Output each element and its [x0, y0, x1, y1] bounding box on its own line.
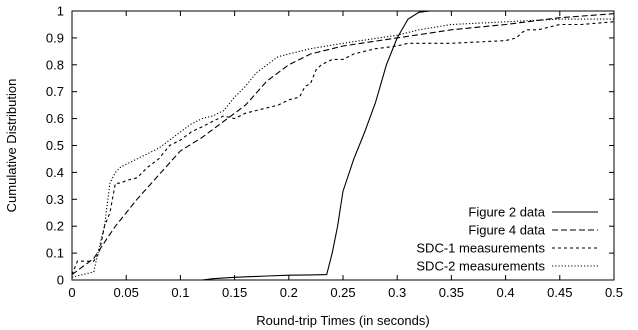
y-tick-label: 0.9 — [46, 30, 64, 45]
series-line-4 — [71, 18, 614, 278]
axis-ticks: 0 0.05 0.1 0.15 0.2 0.25 0.3 0.35 0.4 0.45 0.5 0 0.1… — [46, 4, 623, 301]
y-axis-title: Cumulative Distribution — [4, 79, 19, 213]
y-tick-label: 0.5 — [46, 138, 64, 153]
x-tick-label: 0.5 — [605, 285, 623, 300]
legend-label: Figure 2 data — [468, 205, 545, 220]
x-axis-title: Round-trip Times (in seconds) — [256, 313, 429, 328]
x-tick-label: 0.3 — [388, 285, 406, 300]
legend: Figure 2 data Figure 4 data SDC-1 measurem… — [416, 205, 598, 274]
legend-label: SDC-1 measurements — [416, 241, 545, 256]
series-line-2 — [71, 13, 615, 276]
y-tick-label: 0.6 — [46, 111, 64, 126]
x-tick-label: 0.05 — [114, 285, 139, 300]
x-tick-label: 0.35 — [439, 285, 464, 300]
x-tick-label: 0.4 — [497, 285, 515, 300]
x-tick-label: 0.2 — [280, 285, 298, 300]
legend-label: Figure 4 data — [468, 223, 545, 238]
y-tick-label: 0.8 — [46, 57, 64, 72]
x-tick-label: 0 — [68, 285, 75, 300]
y-tick-label: 0 — [57, 273, 64, 288]
y-tick-label: 0.4 — [46, 165, 64, 180]
y-tick-label: 1 — [57, 4, 64, 19]
y-tick-label: 0.1 — [46, 246, 64, 261]
series-line-3 — [71, 21, 615, 275]
x-tick-label: 0.1 — [171, 285, 189, 300]
y-tick-label: 0.7 — [46, 84, 64, 99]
x-tick-label: 0.15 — [222, 285, 247, 300]
x-tick-label: 0.25 — [330, 285, 355, 300]
x-tick-label: 0.45 — [547, 285, 572, 300]
y-tick-label: 0.2 — [46, 219, 64, 234]
y-tick-label: 0.3 — [46, 192, 64, 207]
legend-label: SDC-2 measurements — [416, 259, 545, 274]
series-line-1 — [72, 10, 614, 281]
